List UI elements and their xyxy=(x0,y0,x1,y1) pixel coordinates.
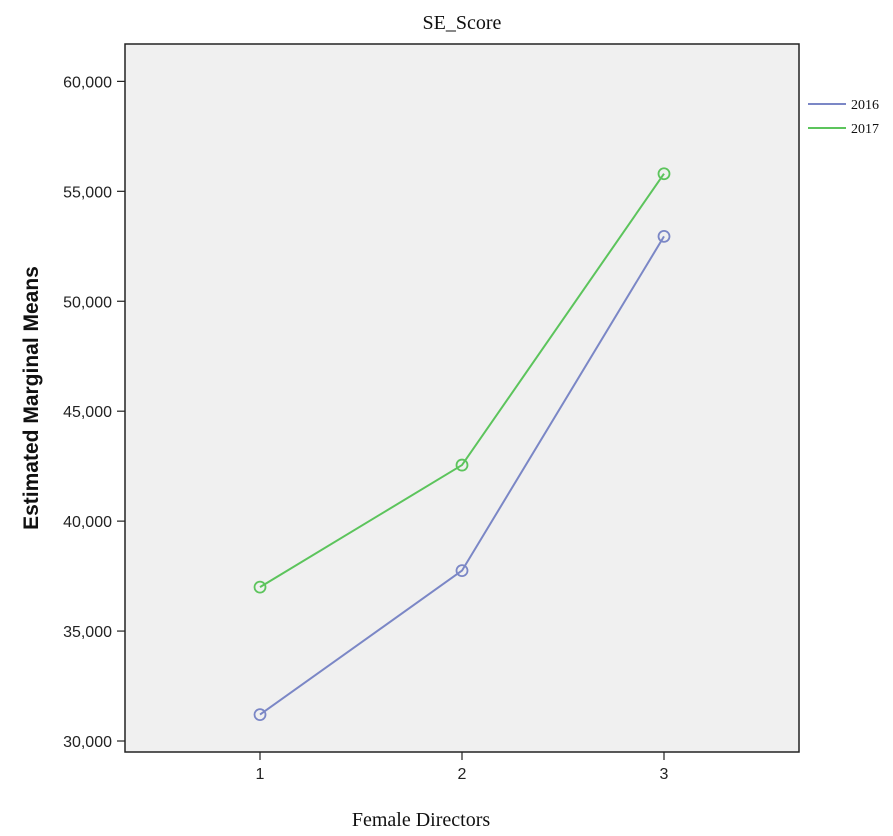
plot-area xyxy=(124,43,800,753)
series-line-2016 xyxy=(259,235,665,716)
legend: 2016 2017 xyxy=(808,98,879,137)
y-axis-label: Estimated Marginal Means xyxy=(20,266,43,530)
y-tick-label: 60,000 xyxy=(63,74,112,91)
y-tick-label: 40,000 xyxy=(63,514,112,531)
data-point-2017 xyxy=(455,458,469,472)
data-point-2016 xyxy=(253,708,267,722)
x-tick-label: 3 xyxy=(660,766,669,783)
data-point-2017 xyxy=(253,580,267,594)
data-point-2016 xyxy=(455,564,469,578)
legend-label: 2016 xyxy=(851,98,879,113)
data-point-2016 xyxy=(657,229,671,243)
series-group xyxy=(253,167,671,722)
chart-title: SE_Score xyxy=(423,12,502,34)
y-tick-label: 30,000 xyxy=(63,734,112,751)
y-tick-label: 45,000 xyxy=(63,404,112,421)
y-tick-label: 55,000 xyxy=(63,184,112,201)
x-tick-label: 1 xyxy=(256,766,265,783)
data-point-2017 xyxy=(657,167,671,181)
x-tick-label: 2 xyxy=(458,766,467,783)
x-axis-label: Female Directors xyxy=(352,809,490,831)
y-axis: 30,000 35,000 40,000 45,000 50,000 55,000 60,0… xyxy=(63,74,125,751)
y-tick-label: 50,000 xyxy=(63,294,112,311)
x-axis: 1 2 3 xyxy=(256,752,669,783)
y-tick-label: 35,000 xyxy=(63,624,112,641)
series-line-2017 xyxy=(259,173,665,588)
legend-label: 2017 xyxy=(851,122,879,137)
